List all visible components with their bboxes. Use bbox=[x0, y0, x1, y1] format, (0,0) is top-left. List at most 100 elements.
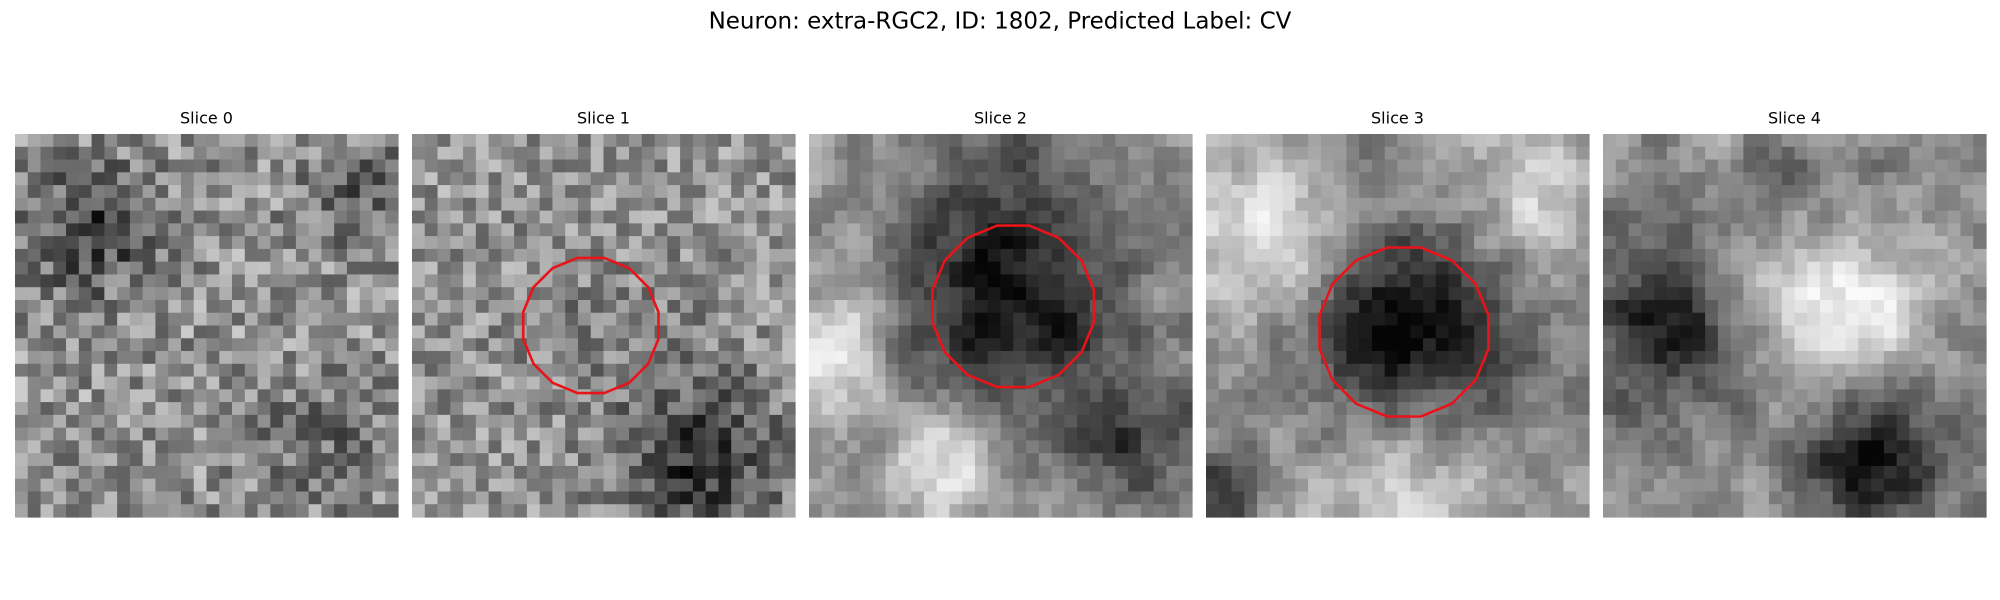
pixel bbox=[1525, 185, 1539, 199]
pixel bbox=[1371, 210, 1386, 224]
pixel bbox=[1845, 351, 1859, 365]
pixel bbox=[1257, 376, 1271, 390]
pixel bbox=[936, 223, 951, 237]
pixel bbox=[1461, 376, 1475, 390]
pixel bbox=[1153, 414, 1168, 429]
pixel bbox=[782, 146, 796, 161]
pixel bbox=[1257, 223, 1271, 237]
pixel bbox=[1474, 465, 1488, 480]
pixel bbox=[629, 299, 643, 314]
pixel bbox=[1026, 414, 1040, 429]
pixel bbox=[193, 261, 208, 276]
pixel bbox=[359, 299, 374, 314]
pixel bbox=[359, 402, 374, 416]
pixel bbox=[1537, 465, 1552, 480]
pixel bbox=[1218, 453, 1233, 467]
pixel bbox=[1435, 312, 1450, 327]
pixel bbox=[629, 236, 643, 250]
pixel bbox=[1832, 134, 1847, 148]
pixel bbox=[860, 376, 874, 390]
pixel bbox=[40, 159, 54, 173]
pixel bbox=[346, 287, 361, 301]
pixel bbox=[923, 440, 938, 454]
pixel bbox=[463, 236, 477, 250]
pixel bbox=[424, 338, 439, 352]
pixel bbox=[1102, 376, 1116, 390]
pixel bbox=[821, 210, 836, 224]
pixel bbox=[756, 351, 771, 365]
pixel bbox=[731, 312, 745, 327]
pixel bbox=[1064, 491, 1078, 505]
pixel bbox=[974, 146, 989, 161]
pixel bbox=[1705, 248, 1719, 263]
pixel bbox=[1858, 197, 1872, 212]
pixel bbox=[206, 299, 220, 314]
pixel bbox=[654, 376, 668, 390]
pixel bbox=[117, 389, 131, 403]
pixel bbox=[949, 197, 963, 212]
pixel bbox=[308, 351, 322, 365]
pixel bbox=[129, 376, 144, 390]
pixel bbox=[1410, 261, 1424, 276]
pixel bbox=[1743, 248, 1757, 263]
pixel bbox=[193, 159, 208, 173]
pixel bbox=[321, 504, 335, 518]
pixel bbox=[731, 414, 745, 429]
pixel bbox=[27, 197, 42, 212]
pixel bbox=[1654, 376, 1668, 390]
pixel bbox=[1743, 389, 1757, 403]
pixel bbox=[346, 414, 361, 429]
pixel bbox=[1384, 287, 1399, 301]
pixel bbox=[1295, 134, 1309, 148]
pixel bbox=[1013, 248, 1027, 263]
pixel bbox=[1282, 389, 1296, 403]
pixel bbox=[450, 146, 464, 161]
pixel bbox=[40, 465, 54, 480]
pixel bbox=[1359, 427, 1373, 441]
pixel bbox=[346, 325, 361, 339]
pixel bbox=[27, 134, 42, 148]
pixel bbox=[1717, 427, 1732, 441]
pixel bbox=[1320, 159, 1335, 173]
pixel bbox=[1768, 287, 1783, 301]
pixel bbox=[1883, 338, 1898, 352]
pixel bbox=[15, 389, 29, 403]
pixel bbox=[1550, 427, 1565, 441]
pixel bbox=[1960, 453, 1974, 467]
pixel bbox=[629, 453, 643, 467]
pixel bbox=[463, 223, 477, 237]
pixel bbox=[53, 312, 67, 327]
pixel bbox=[117, 402, 131, 416]
pixel bbox=[1550, 299, 1565, 314]
pixel bbox=[372, 363, 386, 378]
pixel bbox=[1832, 274, 1847, 288]
pixel bbox=[1038, 299, 1053, 314]
pixel bbox=[911, 465, 925, 480]
pixel bbox=[756, 363, 771, 378]
pixel bbox=[1346, 504, 1360, 518]
pixel bbox=[603, 172, 617, 186]
pixel bbox=[667, 223, 681, 237]
pixel bbox=[552, 338, 566, 352]
pixel bbox=[898, 478, 912, 493]
pixel bbox=[1000, 325, 1014, 339]
pixel bbox=[1717, 287, 1732, 301]
pixel bbox=[1794, 389, 1808, 403]
pixel bbox=[577, 338, 592, 352]
pixel bbox=[769, 185, 783, 199]
pixel bbox=[1410, 312, 1424, 327]
pixel bbox=[1563, 376, 1577, 390]
pixel bbox=[1244, 491, 1258, 505]
pixel bbox=[603, 363, 617, 378]
pixel bbox=[283, 351, 297, 365]
pixel bbox=[142, 185, 157, 199]
pixel bbox=[1563, 491, 1577, 505]
pixel bbox=[1922, 402, 1936, 416]
pixel bbox=[1781, 197, 1796, 212]
pixel bbox=[577, 312, 592, 327]
pixel bbox=[1179, 478, 1193, 493]
pixel bbox=[1973, 274, 1987, 288]
pixel bbox=[1140, 478, 1155, 493]
pixel bbox=[1960, 478, 1974, 493]
pixel bbox=[66, 478, 80, 493]
